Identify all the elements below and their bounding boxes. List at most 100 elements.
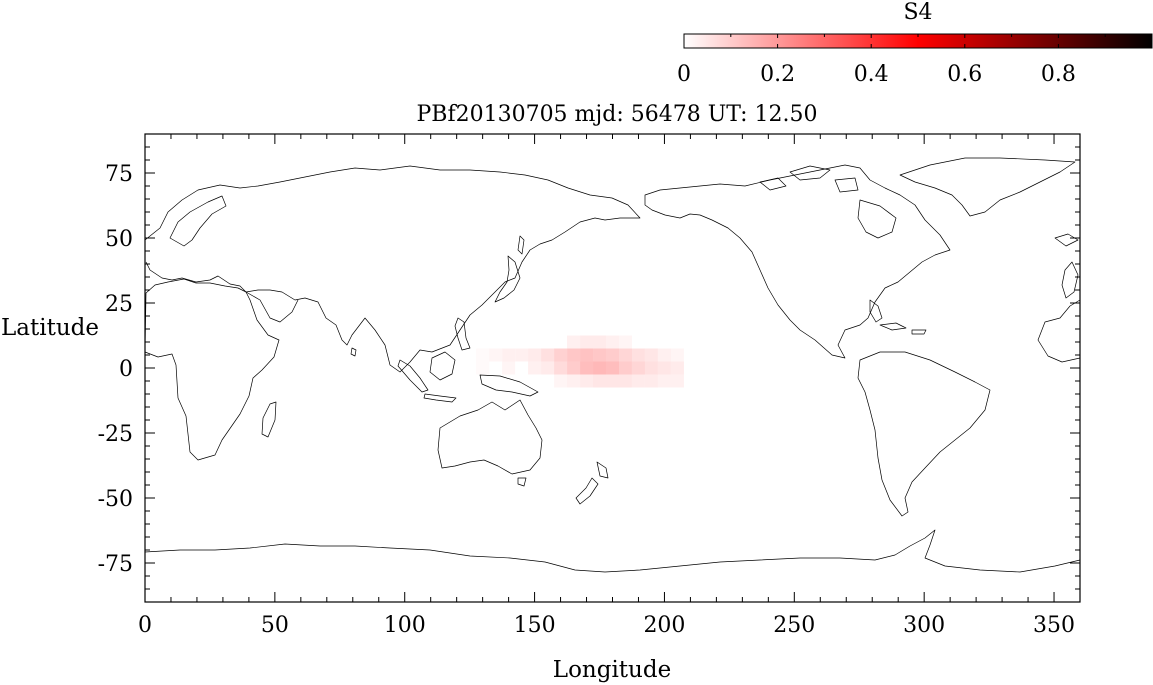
heatmap-cell — [606, 374, 619, 388]
colorbar-tick-label: 0.6 — [947, 62, 982, 87]
x-axis: 0 50 100 150 200 250 300 350 — [138, 134, 1075, 638]
heatmap-cell — [580, 374, 594, 388]
colorbar-label: S4 — [903, 0, 932, 25]
heatmap-cell — [670, 374, 684, 388]
heatmap-cell — [606, 361, 619, 375]
heatmap-cell — [567, 335, 581, 349]
colorbar-tick-label: 0.2 — [760, 62, 795, 87]
heatmap-cell — [567, 374, 581, 388]
heatmap-cell — [657, 374, 671, 388]
coast-eurasia — [144, 165, 641, 373]
heatmap-cell — [618, 335, 632, 349]
heatmap-cell — [489, 348, 503, 362]
coast-africa — [144, 278, 280, 461]
colorbar: S4 0 0.2 0.4 0.6 0.8 — [677, 0, 1153, 87]
y-tick-label: 0 — [119, 357, 133, 382]
x-tick-label: 300 — [903, 613, 945, 638]
heatmap-cell — [618, 374, 632, 388]
colorbar-tick-label: 0.8 — [1041, 62, 1076, 87]
heatmap-cell — [528, 361, 542, 375]
coast-hudson-bay — [857, 199, 897, 239]
coast-sakhalin — [517, 235, 525, 255]
heatmap-cell — [554, 374, 568, 388]
coast-arctic-islands — [759, 165, 859, 193]
x-tick-label: 350 — [1033, 613, 1075, 638]
heatmap-cell — [631, 361, 645, 375]
coast-florida — [869, 299, 883, 323]
heatmap-cell — [515, 348, 529, 362]
y-tick-label: -75 — [98, 552, 133, 577]
heatmap-cell — [670, 361, 684, 375]
x-axis-title: Longitude — [553, 657, 671, 683]
heatmap-cell — [541, 348, 555, 362]
heatmap-cell — [631, 348, 645, 362]
x-tick-label: 150 — [514, 613, 556, 638]
coast-madagascar — [261, 401, 277, 438]
heatmap-cell — [541, 361, 555, 375]
heatmap-cell — [644, 348, 658, 362]
colorbar-tick-label: 0.4 — [854, 62, 889, 87]
heatmap-cell — [606, 348, 619, 362]
coast-newzealand — [575, 461, 609, 505]
coastlines — [144, 157, 1081, 573]
heatmap-cell — [670, 348, 684, 362]
coast-newguinea — [479, 374, 539, 397]
coast-caribbean — [879, 322, 927, 335]
coast-srilanka — [350, 347, 357, 357]
heatmap-cell — [580, 348, 594, 362]
heatmap-cell — [631, 374, 645, 388]
colorbar-tick-label: 0 — [677, 62, 691, 87]
x-tick-label: 50 — [261, 613, 289, 638]
heatmap-cell — [644, 374, 658, 388]
heatmap-cell — [554, 361, 568, 375]
heatmap-cell — [476, 361, 490, 375]
x-tick-label: 250 — [773, 613, 815, 638]
heatmap-cell — [593, 348, 607, 362]
coast-antarctica — [144, 529, 1081, 573]
y-axis-title: Latitude — [1, 315, 99, 341]
coast-arabia — [245, 291, 299, 323]
y-tick-label: -50 — [98, 487, 133, 512]
coast-uk — [1061, 261, 1079, 299]
x-tick-label: 200 — [643, 613, 685, 638]
heatmap-cell — [657, 361, 671, 375]
coast-sumatra — [397, 359, 429, 393]
heatmap-cell — [476, 348, 490, 362]
coast-australia — [437, 399, 543, 475]
coast-scandinavia — [169, 195, 227, 247]
coast-south-america — [857, 351, 991, 517]
heatmap-cell — [644, 361, 658, 375]
x-tick-label: 0 — [138, 613, 152, 638]
coast-japan — [494, 255, 521, 303]
coast-java — [423, 393, 457, 403]
y-tick-label: 25 — [105, 292, 133, 317]
heatmap-cell — [618, 348, 632, 362]
heatmap-cell — [593, 335, 607, 349]
s4-heatmap-cells — [476, 335, 684, 388]
y-axis: 75 50 25 0 -25 -50 -75 — [98, 146, 1080, 590]
coast-borneo — [429, 351, 456, 381]
coast-north-america — [644, 164, 951, 359]
y-tick-label: 50 — [105, 227, 133, 252]
heatmap-cell — [554, 348, 568, 362]
coast-tasmania — [517, 477, 527, 487]
y-tick-label: 75 — [105, 162, 133, 187]
y-tick-label: -25 — [98, 422, 133, 447]
heatmap-cell — [502, 348, 516, 362]
coast-greenland — [899, 157, 1076, 217]
colorbar-ticks: 0 0.2 0.4 0.6 0.8 — [677, 34, 1106, 87]
heatmap-cell — [567, 361, 581, 375]
heatmap-cell — [657, 348, 671, 362]
heatmap-cell — [618, 361, 632, 375]
heatmap-cell — [580, 335, 594, 349]
x-tick-label: 100 — [384, 613, 426, 638]
heatmap-cell — [567, 348, 581, 362]
heatmap-cell — [593, 361, 607, 375]
coast-philippines — [454, 317, 471, 351]
heatmap-cell — [502, 361, 516, 375]
coast-west-europe — [1037, 299, 1081, 363]
coast-iceland — [1054, 233, 1079, 247]
heatmap-cell — [580, 361, 594, 375]
heatmap-cell — [528, 348, 542, 362]
